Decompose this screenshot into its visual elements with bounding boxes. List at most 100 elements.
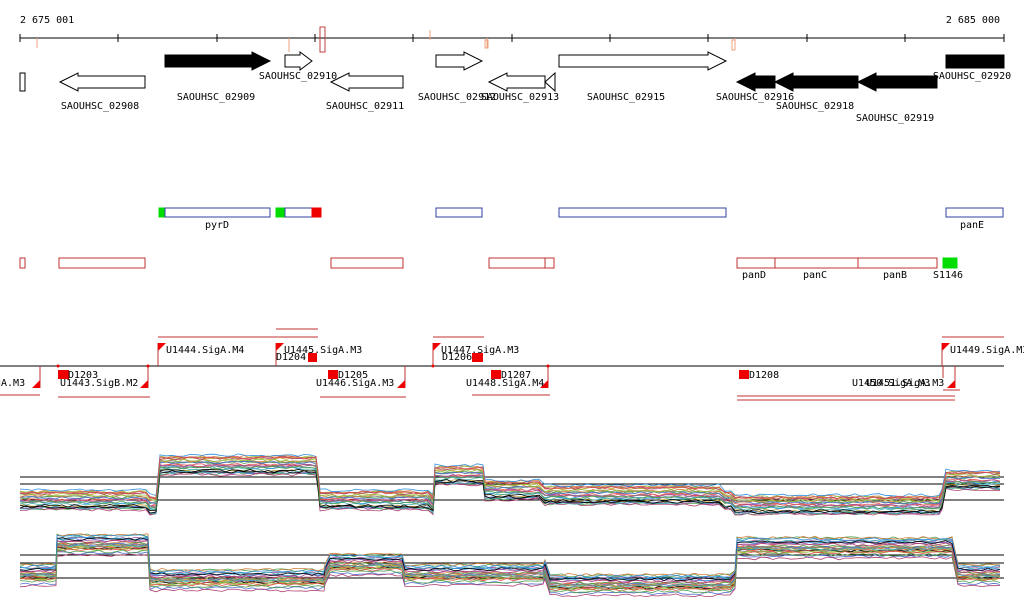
expression-line xyxy=(19,537,1001,582)
transcription-unit xyxy=(0,328,1004,401)
unit-label: D1204 xyxy=(276,352,306,363)
gene-label: SAOUHSC_02913 xyxy=(481,92,559,103)
expression-line xyxy=(19,470,1001,514)
expression-line xyxy=(19,466,1000,511)
gene-label: SAOUHSC_02920 xyxy=(933,71,1011,82)
gene-arrow xyxy=(558,51,728,71)
transcription-unit xyxy=(146,364,150,368)
gene-arrow xyxy=(856,72,938,92)
feature-box xyxy=(942,257,958,269)
feature-box xyxy=(275,207,286,218)
unit-label: U1444.SigA.M4 xyxy=(166,345,244,356)
unit-label: D1207 xyxy=(501,370,531,381)
feature-box xyxy=(774,257,859,269)
gene-label: SAOUHSC_02916 xyxy=(716,92,794,103)
feature-box xyxy=(736,257,776,269)
transcription-unit xyxy=(546,364,550,368)
gene-arrow xyxy=(544,71,556,93)
expression-line xyxy=(19,472,1000,516)
expression-line xyxy=(19,547,1001,591)
gene-arrow xyxy=(19,72,26,92)
expression-line xyxy=(20,534,1001,579)
feature-label: panE xyxy=(960,220,984,231)
feature-box xyxy=(311,207,322,218)
feature-box xyxy=(158,207,166,218)
transcription-unit xyxy=(276,343,284,351)
gene-arrow xyxy=(735,72,776,92)
feature-label: S1146 xyxy=(933,270,963,281)
unit-label: D1206 xyxy=(442,352,472,363)
expression-line xyxy=(19,533,1001,577)
ruler-start: 2 675 001 xyxy=(20,15,74,26)
gene-label: SAOUHSC_02919 xyxy=(856,113,934,124)
transcription-unit xyxy=(947,380,955,388)
gene-arrow xyxy=(58,72,146,92)
gene-arrow xyxy=(164,51,272,71)
unit-label: U1451.SigA.M3 xyxy=(866,378,944,389)
ruler xyxy=(36,30,736,52)
gene-arrow xyxy=(945,54,1005,69)
feature-box xyxy=(435,207,483,218)
expression-line xyxy=(19,544,1001,589)
transcription-unit xyxy=(32,343,955,388)
transcription-unit xyxy=(328,370,338,379)
expression-line xyxy=(19,453,1001,498)
expression-line xyxy=(19,460,1001,505)
gene-label: SAOUHSC_02912 xyxy=(418,92,496,103)
gene-arrow xyxy=(329,72,404,92)
expression-line xyxy=(19,546,1001,591)
transcription-unit xyxy=(32,380,40,388)
transcription-unit xyxy=(433,343,441,351)
feature-box xyxy=(58,257,146,269)
unit-label: D1208 xyxy=(749,370,779,381)
transcription-unit xyxy=(158,343,166,351)
feature-box xyxy=(19,257,938,269)
feature-box xyxy=(284,207,313,218)
expression-line xyxy=(19,542,1001,587)
gene-arrow xyxy=(487,72,546,92)
ruler xyxy=(19,34,1005,42)
transcription-unit xyxy=(431,364,435,368)
feature-box xyxy=(544,257,555,269)
expression-line xyxy=(19,541,1001,586)
feature-box xyxy=(164,207,271,218)
ruler xyxy=(731,39,736,51)
transcription-unit xyxy=(942,343,950,351)
expression-tracks xyxy=(19,453,1004,598)
transcription-unit xyxy=(308,353,317,362)
unit-label: U1449.SigA.M3 xyxy=(950,345,1024,356)
feature-box xyxy=(488,257,546,269)
unit-label: gA.M3 xyxy=(0,378,25,389)
expression-line xyxy=(20,465,1001,510)
transcription-unit xyxy=(397,380,405,388)
transcription-unit xyxy=(540,380,548,388)
expression-line xyxy=(19,553,1001,598)
ruler-end: 2 685 000 xyxy=(946,15,1000,26)
unit-label: U1450.SigA.M3 xyxy=(852,378,930,389)
feature-box xyxy=(857,257,938,269)
feature-label: panB xyxy=(883,270,907,281)
feature-label: panD xyxy=(742,270,766,281)
feature-box xyxy=(558,207,727,218)
transcription-unit xyxy=(472,353,483,362)
expression-line xyxy=(19,539,1001,584)
unit-label: U1445.SigA.M3 xyxy=(284,345,362,356)
expression-line xyxy=(19,455,1001,500)
transcription-unit xyxy=(39,343,956,388)
feature-label: panC xyxy=(803,270,827,281)
feature-box xyxy=(330,257,404,269)
transcription-unit xyxy=(58,370,69,379)
gene-arrow xyxy=(773,72,859,92)
ruler xyxy=(484,39,489,49)
gene-label: SAOUHSC_02909 xyxy=(177,92,255,103)
unit-label: U1446.SigA.M3 xyxy=(316,378,394,389)
expression-line xyxy=(19,549,1001,594)
gene-arrow xyxy=(284,51,313,71)
transcription-unit xyxy=(0,328,1004,401)
transcription-unit xyxy=(491,370,501,379)
expression-line xyxy=(19,458,1001,503)
transcription-unit xyxy=(140,380,148,388)
gene-label: SAOUHSC_02911 xyxy=(326,101,404,112)
gene-label: SAOUHSC_02918 xyxy=(776,101,854,112)
